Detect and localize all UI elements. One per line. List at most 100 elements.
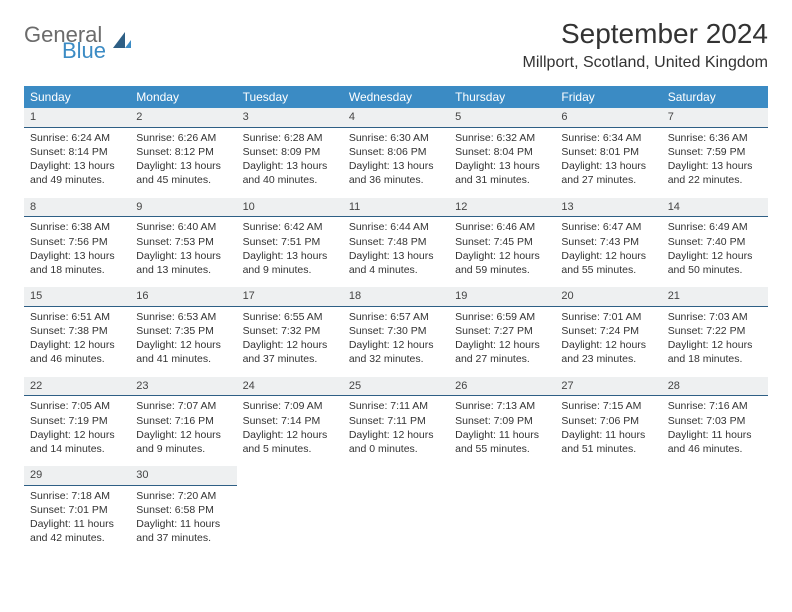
day-sunrise: Sunrise: 6:55 AM (243, 310, 337, 324)
calendar-day: 6Sunrise: 6:34 AMSunset: 8:01 PMDaylight… (555, 108, 661, 198)
day-details: Sunrise: 7:20 AMSunset: 6:58 PMDaylight:… (130, 486, 236, 556)
day-details: Sunrise: 6:26 AMSunset: 8:12 PMDaylight:… (130, 128, 236, 198)
day-details: Sunrise: 6:49 AMSunset: 7:40 PMDaylight:… (662, 217, 768, 287)
day-sunrise: Sunrise: 7:16 AM (668, 399, 762, 413)
day-daylight: Daylight: 12 hours and 18 minutes. (668, 338, 762, 366)
day-sunset: Sunset: 7:40 PM (668, 235, 762, 249)
day-number: 12 (449, 198, 555, 218)
day-sunrise: Sunrise: 6:49 AM (668, 220, 762, 234)
day-number: 20 (555, 287, 661, 307)
calendar-day: 4Sunrise: 6:30 AMSunset: 8:06 PMDaylight… (343, 108, 449, 198)
calendar-day: 22Sunrise: 7:05 AMSunset: 7:19 PMDayligh… (24, 377, 130, 467)
day-daylight: Daylight: 13 hours and 9 minutes. (243, 249, 337, 277)
calendar-week: 29Sunrise: 7:18 AMSunset: 7:01 PMDayligh… (24, 466, 768, 556)
day-details: Sunrise: 6:44 AMSunset: 7:48 PMDaylight:… (343, 217, 449, 287)
day-sunset: Sunset: 8:14 PM (30, 145, 124, 159)
day-sunrise: Sunrise: 6:42 AM (243, 220, 337, 234)
day-details: Sunrise: 7:18 AMSunset: 7:01 PMDaylight:… (24, 486, 130, 556)
calendar-day: 16Sunrise: 6:53 AMSunset: 7:35 PMDayligh… (130, 287, 236, 377)
calendar-week: 8Sunrise: 6:38 AMSunset: 7:56 PMDaylight… (24, 198, 768, 288)
day-sunrise: Sunrise: 6:24 AM (30, 131, 124, 145)
day-number: 16 (130, 287, 236, 307)
day-details: Sunrise: 6:51 AMSunset: 7:38 PMDaylight:… (24, 307, 130, 377)
day-number: 17 (237, 287, 343, 307)
calendar-day (343, 466, 449, 556)
day-number: 11 (343, 198, 449, 218)
day-daylight: Daylight: 13 hours and 49 minutes. (30, 159, 124, 187)
day-number: 26 (449, 377, 555, 397)
day-details: Sunrise: 6:38 AMSunset: 7:56 PMDaylight:… (24, 217, 130, 287)
calendar-day: 24Sunrise: 7:09 AMSunset: 7:14 PMDayligh… (237, 377, 343, 467)
day-number: 28 (662, 377, 768, 397)
calendar-week: 22Sunrise: 7:05 AMSunset: 7:19 PMDayligh… (24, 377, 768, 467)
day-sunrise: Sunrise: 7:11 AM (349, 399, 443, 413)
sail-icon (111, 30, 133, 57)
day-sunrise: Sunrise: 6:46 AM (455, 220, 549, 234)
day-daylight: Daylight: 12 hours and 46 minutes. (30, 338, 124, 366)
day-sunrise: Sunrise: 6:38 AM (30, 220, 124, 234)
day-number: 6 (555, 108, 661, 128)
day-number: 19 (449, 287, 555, 307)
day-number: 18 (343, 287, 449, 307)
calendar-day: 30Sunrise: 7:20 AMSunset: 6:58 PMDayligh… (130, 466, 236, 556)
calendar-day: 9Sunrise: 6:40 AMSunset: 7:53 PMDaylight… (130, 198, 236, 288)
calendar-day: 5Sunrise: 6:32 AMSunset: 8:04 PMDaylight… (449, 108, 555, 198)
day-sunrise: Sunrise: 7:20 AM (136, 489, 230, 503)
weekday-header: Tuesday (237, 86, 343, 108)
day-daylight: Daylight: 12 hours and 41 minutes. (136, 338, 230, 366)
calendar-day: 28Sunrise: 7:16 AMSunset: 7:03 PMDayligh… (662, 377, 768, 467)
calendar-day: 3Sunrise: 6:28 AMSunset: 8:09 PMDaylight… (237, 108, 343, 198)
day-sunset: Sunset: 7:09 PM (455, 414, 549, 428)
day-details: Sunrise: 7:03 AMSunset: 7:22 PMDaylight:… (662, 307, 768, 377)
calendar-day: 25Sunrise: 7:11 AMSunset: 7:11 PMDayligh… (343, 377, 449, 467)
calendar-day (449, 466, 555, 556)
day-details: Sunrise: 6:40 AMSunset: 7:53 PMDaylight:… (130, 217, 236, 287)
day-details: Sunrise: 6:53 AMSunset: 7:35 PMDaylight:… (130, 307, 236, 377)
day-sunset: Sunset: 7:43 PM (561, 235, 655, 249)
day-sunrise: Sunrise: 7:13 AM (455, 399, 549, 413)
day-details: Sunrise: 7:07 AMSunset: 7:16 PMDaylight:… (130, 396, 236, 466)
day-sunset: Sunset: 8:01 PM (561, 145, 655, 159)
day-sunrise: Sunrise: 6:53 AM (136, 310, 230, 324)
day-sunset: Sunset: 7:19 PM (30, 414, 124, 428)
day-sunrise: Sunrise: 6:36 AM (668, 131, 762, 145)
brand-logo: General Blue (24, 18, 133, 62)
day-sunset: Sunset: 7:45 PM (455, 235, 549, 249)
day-number: 24 (237, 377, 343, 397)
calendar-week: 15Sunrise: 6:51 AMSunset: 7:38 PMDayligh… (24, 287, 768, 377)
day-daylight: Daylight: 11 hours and 51 minutes. (561, 428, 655, 456)
day-sunset: Sunset: 7:59 PM (668, 145, 762, 159)
calendar-day: 1Sunrise: 6:24 AMSunset: 8:14 PMDaylight… (24, 108, 130, 198)
day-sunrise: Sunrise: 6:59 AM (455, 310, 549, 324)
calendar-day: 23Sunrise: 7:07 AMSunset: 7:16 PMDayligh… (130, 377, 236, 467)
day-number: 5 (449, 108, 555, 128)
calendar-day: 21Sunrise: 7:03 AMSunset: 7:22 PMDayligh… (662, 287, 768, 377)
calendar-day: 29Sunrise: 7:18 AMSunset: 7:01 PMDayligh… (24, 466, 130, 556)
day-number: 22 (24, 377, 130, 397)
weekday-header: Wednesday (343, 86, 449, 108)
calendar-day: 15Sunrise: 6:51 AMSunset: 7:38 PMDayligh… (24, 287, 130, 377)
day-details: Sunrise: 6:36 AMSunset: 7:59 PMDaylight:… (662, 128, 768, 198)
day-details: Sunrise: 7:15 AMSunset: 7:06 PMDaylight:… (555, 396, 661, 466)
title-block: September 2024 Millport, Scotland, Unite… (523, 18, 768, 72)
day-sunrise: Sunrise: 7:18 AM (30, 489, 124, 503)
day-sunset: Sunset: 7:35 PM (136, 324, 230, 338)
calendar-table: SundayMondayTuesdayWednesdayThursdayFrid… (24, 86, 768, 556)
day-daylight: Daylight: 12 hours and 37 minutes. (243, 338, 337, 366)
day-details: Sunrise: 7:05 AMSunset: 7:19 PMDaylight:… (24, 396, 130, 466)
calendar-day: 10Sunrise: 6:42 AMSunset: 7:51 PMDayligh… (237, 198, 343, 288)
day-sunset: Sunset: 7:27 PM (455, 324, 549, 338)
day-sunrise: Sunrise: 6:40 AM (136, 220, 230, 234)
day-daylight: Daylight: 13 hours and 36 minutes. (349, 159, 443, 187)
day-sunrise: Sunrise: 6:57 AM (349, 310, 443, 324)
day-daylight: Daylight: 12 hours and 50 minutes. (668, 249, 762, 277)
day-sunset: Sunset: 8:04 PM (455, 145, 549, 159)
calendar-day: 20Sunrise: 7:01 AMSunset: 7:24 PMDayligh… (555, 287, 661, 377)
weekday-header-row: SundayMondayTuesdayWednesdayThursdayFrid… (24, 86, 768, 108)
calendar-day: 19Sunrise: 6:59 AMSunset: 7:27 PMDayligh… (449, 287, 555, 377)
day-details: Sunrise: 6:47 AMSunset: 7:43 PMDaylight:… (555, 217, 661, 287)
day-daylight: Daylight: 12 hours and 32 minutes. (349, 338, 443, 366)
calendar-day: 13Sunrise: 6:47 AMSunset: 7:43 PMDayligh… (555, 198, 661, 288)
day-daylight: Daylight: 13 hours and 27 minutes. (561, 159, 655, 187)
day-daylight: Daylight: 13 hours and 22 minutes. (668, 159, 762, 187)
